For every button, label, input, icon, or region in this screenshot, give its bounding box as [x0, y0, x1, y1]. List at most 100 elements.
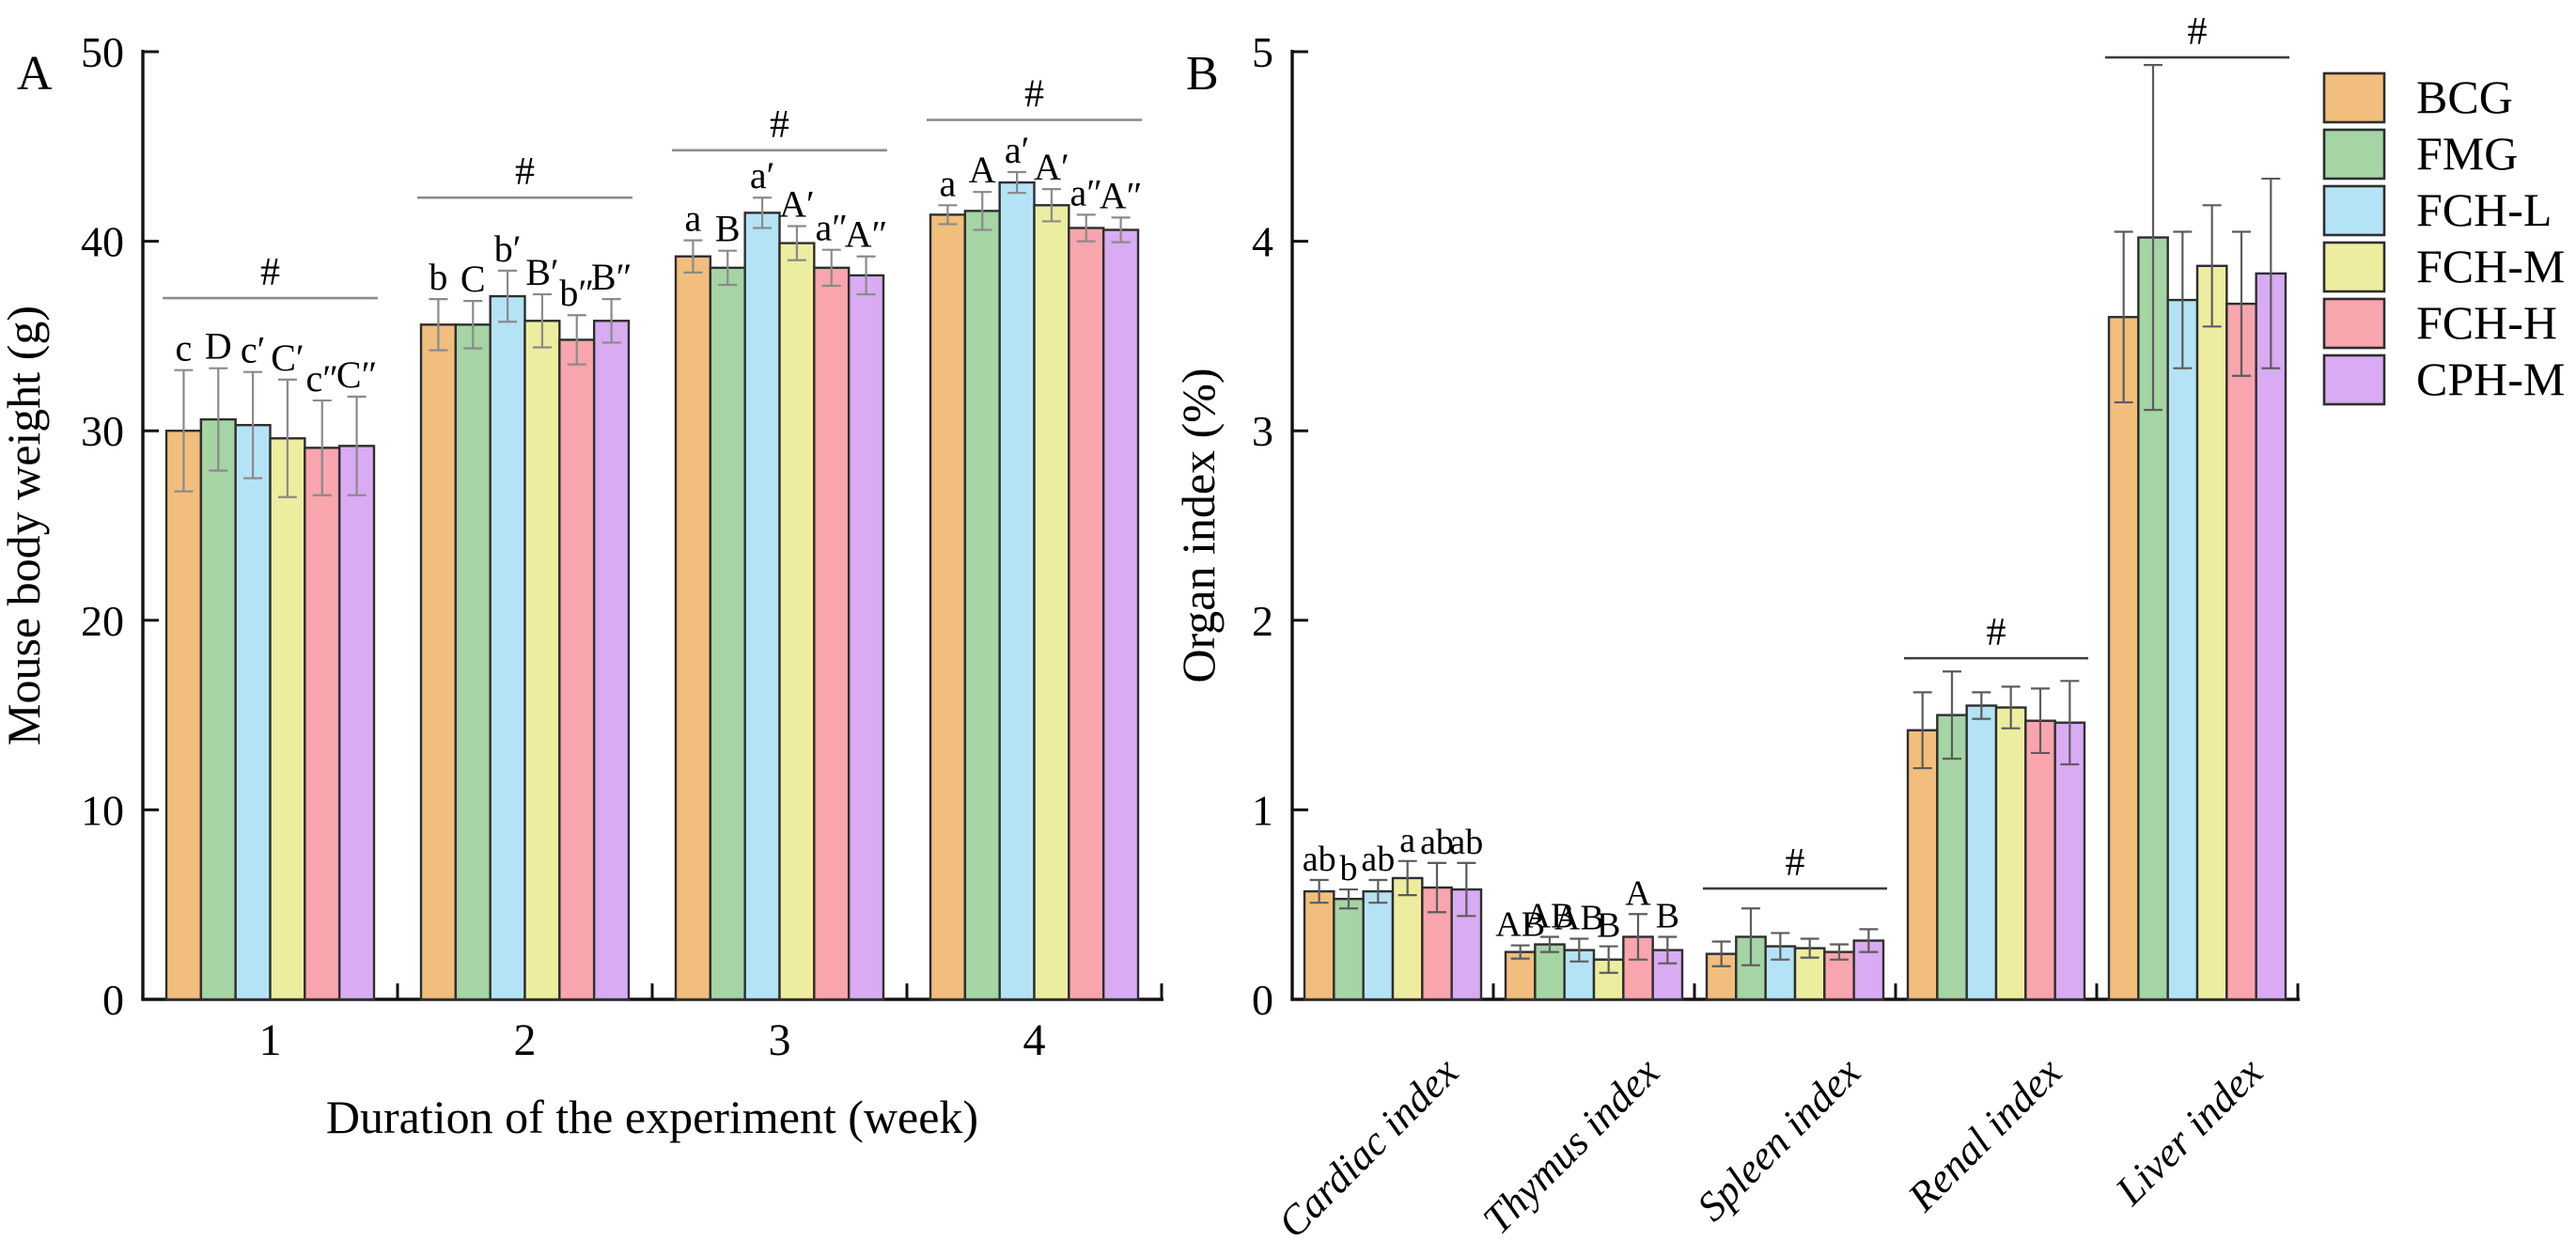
sig-label: A′	[1034, 146, 1069, 188]
y-tick-label: 0	[102, 976, 124, 1024]
y-axis-title: Organ index (%)	[1172, 368, 1225, 683]
legend-swatch	[2322, 353, 2386, 406]
bar-FCH-L-1	[234, 423, 272, 1001]
bar-FMG-2	[454, 323, 492, 1001]
bar-FMG-4	[963, 210, 1001, 1001]
bar-BCG-cardiac-index	[1303, 889, 1335, 1001]
y-tick-label: 2	[1252, 597, 1273, 645]
panel-b	[1290, 50, 2300, 1001]
sig-label: a″	[1070, 171, 1102, 213]
sig-label: c	[176, 327, 193, 369]
sig-label: c″	[306, 357, 338, 400]
bar-CPH-M-liver-index	[2255, 272, 2287, 1001]
bar-BCG-1	[164, 430, 203, 1001]
sig-label: a	[1399, 821, 1415, 860]
sig-label: b′	[494, 228, 522, 270]
x-category-label: Thymus index	[1474, 1048, 1668, 1241]
bar-FCH-L-4	[998, 181, 1036, 1001]
x-category-label: Spleen index	[1688, 1048, 1869, 1230]
x-category-label: 1	[259, 1015, 282, 1065]
bar-FCH-M-2	[523, 320, 561, 1001]
sig-label: C	[461, 258, 486, 300]
bar-CPH-M-3	[847, 274, 885, 1001]
legend-swatch	[2322, 297, 2386, 350]
sig-label: AB	[1525, 896, 1575, 935]
bar-FCH-H-2	[558, 338, 596, 1001]
legend-swatch	[2322, 128, 2386, 181]
sig-label: B	[1656, 896, 1679, 935]
y-tick-label: 30	[81, 407, 124, 455]
bar-CPH-M-cardiac-index	[1450, 888, 1483, 1001]
bar-FCH-M-1	[269, 437, 306, 1001]
y-tick-label: 50	[81, 28, 124, 76]
bar-FMG-cardiac-index	[1333, 897, 1365, 1001]
legend-swatch	[2322, 241, 2386, 293]
y-tick-label: 40	[81, 218, 124, 266]
sig-label: a′	[750, 154, 775, 196]
panel-a	[141, 50, 1163, 1001]
y-axis-title: Mouse body weight (g)	[0, 306, 50, 746]
sig-label: b	[429, 256, 447, 298]
sig-label: A	[969, 149, 996, 191]
sig-bracket-hash: #	[1987, 611, 2006, 654]
sig-label: B	[1597, 906, 1620, 946]
y-tick-label: 0	[1252, 976, 1273, 1024]
bar-FMG-3	[709, 266, 746, 1001]
x-category-label: 2	[514, 1015, 537, 1065]
bar-FCH-H-3	[813, 266, 851, 1001]
bar-FCH-H-4	[1068, 227, 1105, 1001]
y-tick-label: 10	[81, 786, 124, 834]
legend-entry-fch-h: FCH-H	[2322, 296, 2557, 350]
sig-label: B″	[591, 256, 632, 298]
sig-label: AB	[1554, 898, 1604, 937]
legend-label: FCH-H	[2416, 296, 2557, 349]
sig-label: ab	[1361, 840, 1395, 879]
bar-FCH-M-4	[1033, 204, 1070, 1001]
bar-FCH-H-renal-index	[2024, 719, 2056, 1001]
sig-label: a	[940, 162, 957, 204]
sig-label: ab	[1303, 840, 1336, 879]
sig-label: AB	[1495, 905, 1545, 945]
sig-label: C′	[271, 337, 304, 379]
panel-letter-b: B	[1186, 47, 1219, 101]
y-tick-label: 3	[1252, 407, 1273, 455]
legend-entry-fmg: FMG	[2322, 127, 2518, 181]
panel-letter-a: A	[17, 47, 53, 101]
bar-FCH-M-cardiac-index	[1391, 876, 1424, 1001]
x-category-label: Liver index	[2106, 1048, 2272, 1215]
bar-FCH-M-renal-index	[1994, 706, 2027, 1001]
x-category-label: Cardiac index	[1269, 1048, 1467, 1241]
bar-FCH-M-liver-index	[2195, 264, 2228, 1001]
legend-swatch	[2322, 71, 2386, 124]
legend-label: FCH-M	[2416, 240, 2565, 292]
bar-FCH-L-2	[489, 294, 526, 1001]
bar-FCH-L-renal-index	[1965, 704, 1998, 1001]
bar-FCH-L-cardiac-index	[1362, 889, 1395, 1001]
bar-FCH-M-3	[778, 242, 816, 1001]
sig-label: A″	[1100, 174, 1143, 216]
legend-label: CPH-M	[2416, 353, 2565, 405]
bar-FCH-H-1	[304, 447, 341, 1001]
y-tick-label: 5	[1252, 28, 1273, 76]
sig-label: B′	[525, 251, 558, 293]
bar-BCG-renal-index	[1906, 729, 1939, 1001]
bar-FMG-1	[199, 417, 237, 1001]
bar-FCH-H-liver-index	[2225, 302, 2257, 1001]
sig-label: C″	[336, 353, 377, 396]
sig-label: A′	[779, 182, 815, 225]
legend-entry-cph-m: CPH-M	[2322, 353, 2565, 406]
legend-label: FCH-L	[2416, 183, 2552, 236]
bar-BCG-3	[674, 255, 712, 1001]
sig-label: a′	[1005, 129, 1030, 171]
legend-label: BCG	[2416, 71, 2513, 123]
sig-label: A″	[845, 213, 888, 256]
x-category-label: Renal index	[1898, 1048, 2070, 1220]
bar-BCG-liver-index	[2107, 316, 2140, 1001]
sig-label: c′	[241, 329, 266, 371]
bar-FCH-L-3	[743, 212, 781, 1001]
bar-FCH-L-liver-index	[2166, 298, 2199, 1001]
bar-FMG-thymus-index	[1534, 943, 1566, 1001]
x-category-label: 3	[769, 1015, 791, 1065]
